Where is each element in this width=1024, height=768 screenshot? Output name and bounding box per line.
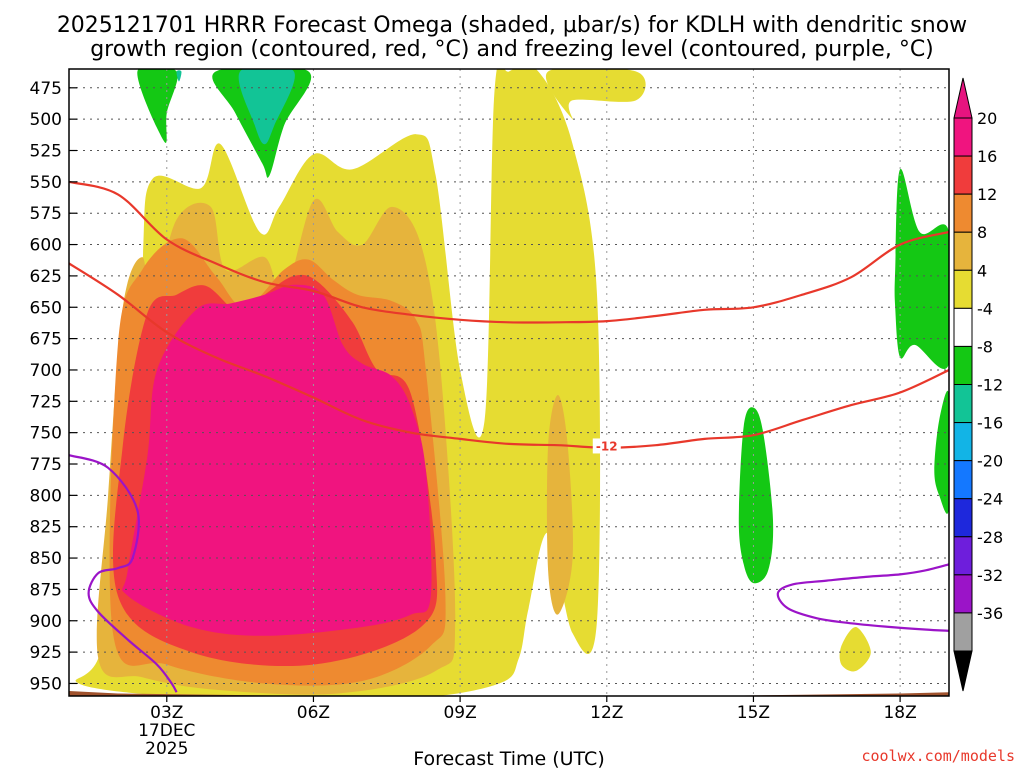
y-tick-label-575: 575: [30, 204, 62, 224]
contour-line-2: [69, 454, 178, 693]
colorbar-swatch-neg12: [953, 384, 973, 424]
contour-labels: -12: [592, 438, 621, 454]
colorbar-swatch-neg16: [953, 422, 973, 462]
colorbar-swatch-20: [953, 117, 973, 157]
y-tick-label-650: 650: [30, 298, 62, 318]
y-tick-label-800: 800: [30, 486, 62, 506]
colorbar-swatch-neg32: [953, 574, 973, 614]
colorbar-bottom-arrow: [953, 650, 973, 692]
x-tick-label-15Z: 15Z: [737, 703, 770, 723]
colorbar-swatch-4: [953, 269, 973, 309]
y-tick-label-750: 750: [30, 424, 62, 444]
y-tick-label-525: 525: [30, 142, 62, 162]
y-tick-label-775: 775: [30, 455, 62, 475]
contour-line-0: [69, 180, 949, 324]
omega-region-8-4: [546, 395, 573, 615]
y-tick-label-600: 600: [30, 236, 62, 256]
contour-lines: [69, 180, 949, 693]
x-axis-label: Forecast Time (UTC): [413, 748, 604, 768]
y-tick-label-825: 825: [30, 518, 62, 538]
colorbar-swatch-neg36: [953, 612, 973, 652]
colorbar-label-20: 20: [977, 109, 997, 128]
y-tick-label-675: 675: [30, 330, 62, 350]
chart-title-line-1: 2025121701 HRRR Forecast Omega (shaded, …: [57, 13, 967, 38]
omega-region-4-2: [839, 626, 871, 672]
y-tick-label-475: 475: [30, 79, 62, 99]
colorbar-swatch-neg8: [953, 345, 973, 385]
x-tick-year: 2025: [145, 739, 188, 759]
contour-line-3: [776, 563, 949, 632]
colorbar-label-neg32: -32: [977, 566, 1003, 585]
omega-region-neg8-11: [894, 169, 949, 370]
colorbar-swatch-12: [953, 193, 973, 233]
y-tick-label-500: 500: [30, 110, 62, 130]
colorbar-label-neg28: -28: [977, 528, 1003, 547]
omega-shaded-regions: [75, 69, 949, 696]
contour-label: -12: [596, 439, 618, 453]
contour-line-1: [69, 262, 949, 449]
colorbar-label-8: 8: [977, 223, 987, 242]
colorbar-label-neg8: -8: [977, 337, 993, 356]
colorbar-swatch-16: [953, 155, 973, 195]
x-tick-label-06Z: 06Z: [297, 703, 330, 723]
colorbar-label-neg24: -24: [977, 490, 1003, 509]
colorbar-label-neg4: -4: [977, 299, 993, 318]
x-tick-label-18Z: 18Z: [883, 703, 916, 723]
y-tick-label-925: 925: [30, 643, 62, 663]
omega-region-neg12-13: [176, 70, 182, 82]
y-tick-label-850: 850: [30, 549, 62, 569]
colorbar-swatch-neg4: [953, 307, 973, 347]
x-tick-label-09Z: 09Z: [443, 703, 476, 723]
colorbar: 20 16 12 8 4 -4 -8 -12 -16 -20 -24 -28 -32 -36: [953, 77, 1003, 692]
colorbar-top-arrow: [953, 77, 973, 119]
colorbar-label-12: 12: [977, 185, 997, 204]
y-tick-label-725: 725: [30, 392, 62, 412]
colorbar-swatch-neg24: [953, 498, 973, 538]
colorbar-swatch-neg20: [953, 460, 973, 500]
chart-title-line-2: growth region (contoured, red, °C) and f…: [90, 37, 934, 62]
omega-region-4-1: [546, 69, 646, 120]
x-tick-date: 17DEC: [138, 721, 195, 741]
colorbar-label-neg12: -12: [977, 376, 1003, 395]
x-tick-label-12Z: 12Z: [590, 703, 623, 723]
colorbar-label-4: 4: [977, 261, 987, 280]
y-axis-ticks: 475 500 525 550 575 600 625 650 675 700 725 750 775 8…: [30, 79, 77, 694]
y-tick-label-875: 875: [30, 580, 62, 600]
contour-label-background: [592, 438, 621, 454]
y-tick-label-625: 625: [30, 267, 62, 287]
colorbar-label-16: 16: [977, 147, 997, 166]
colorbar-swatch-neg28: [953, 536, 973, 576]
colorbar-swatch-8: [953, 231, 973, 271]
omega-region-20-7: [122, 284, 432, 636]
y-tick-label-900: 900: [30, 612, 62, 632]
x-tick-label-03Z: 03Z: [150, 703, 183, 723]
colorbar-label-neg36: -36: [977, 604, 1003, 623]
colorbar-label-neg20: -20: [977, 452, 1003, 471]
credit-text: coolwx.com/models: [861, 747, 1015, 765]
y-tick-label-550: 550: [30, 173, 62, 193]
y-tick-label-700: 700: [30, 361, 62, 381]
y-tick-label-950: 950: [30, 674, 62, 694]
plot-frame: [68, 68, 950, 697]
omega-region-neg8-12: [934, 391, 949, 514]
colorbar-label-neg16: -16: [977, 414, 1003, 433]
